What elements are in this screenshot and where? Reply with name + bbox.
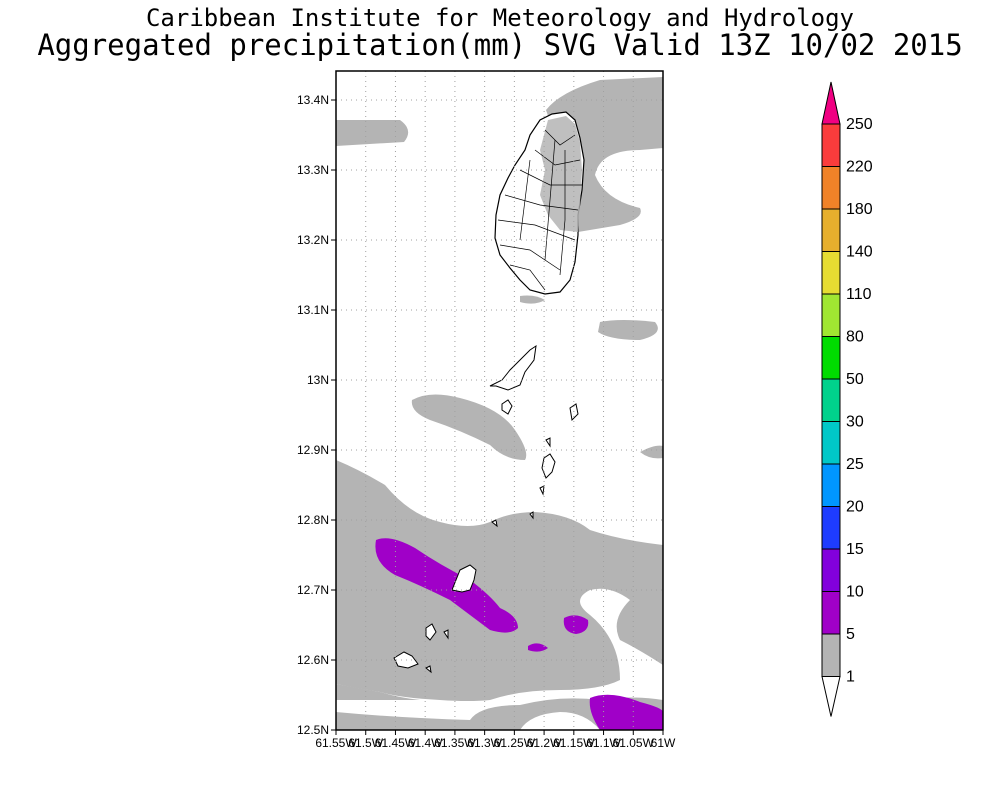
lon-tick-label: 61.1W bbox=[586, 736, 621, 750]
legend-swatch bbox=[821, 208, 841, 252]
islet-2 bbox=[529, 511, 534, 520]
islet-4 bbox=[539, 485, 545, 496]
legend-swatch bbox=[821, 421, 841, 465]
legend-swatch bbox=[821, 123, 841, 167]
legend-swatch bbox=[821, 251, 841, 295]
legend-label: 1 bbox=[846, 669, 855, 686]
lat-tick-label: 13.2N bbox=[297, 233, 329, 247]
lon-tick-label: 61.3W bbox=[467, 736, 502, 750]
legend-label: 30 bbox=[846, 414, 864, 431]
canouan-island bbox=[541, 453, 556, 479]
precip-5-10-band bbox=[375, 538, 518, 633]
precip-area-small-east bbox=[640, 445, 663, 459]
legend-label: 220 bbox=[846, 159, 873, 176]
legend-swatch bbox=[821, 633, 841, 677]
lat-tick-label: 12.5N bbox=[297, 723, 329, 737]
lat-tick-label: 12.9N bbox=[297, 443, 329, 457]
islet-1 bbox=[491, 519, 498, 528]
legend-label: 80 bbox=[846, 329, 864, 346]
lon-tick-label: 61.55W bbox=[315, 736, 357, 750]
lat-tick-label: 12.6N bbox=[297, 653, 329, 667]
mustique-island bbox=[501, 399, 513, 415]
legend-label: 25 bbox=[846, 456, 864, 473]
legend-arrow-top bbox=[821, 81, 841, 125]
legend-swatch bbox=[821, 548, 841, 592]
lon-tick-label: 61.2W bbox=[527, 736, 562, 750]
st-vincent-rain-overlay bbox=[540, 116, 582, 232]
islet-3 bbox=[425, 665, 432, 674]
st-vincent-island bbox=[494, 111, 585, 295]
legend-swatch bbox=[821, 293, 841, 337]
islet-5 bbox=[545, 437, 551, 448]
lat-tick-label: 12.8N bbox=[297, 513, 329, 527]
precip-area-mid-east bbox=[598, 320, 658, 340]
lon-tick-label: 61.4W bbox=[408, 736, 443, 750]
lon-tick-label: 61.45W bbox=[375, 736, 417, 750]
precip-area-south bbox=[336, 460, 663, 701]
legend-swatch bbox=[821, 591, 841, 635]
precip-5-10mm-areas bbox=[375, 538, 663, 730]
lat-tick-label: 13.3N bbox=[297, 163, 329, 177]
carriacou-island bbox=[425, 623, 437, 641]
legend-label: 15 bbox=[846, 541, 864, 558]
legend-swatch bbox=[821, 506, 841, 550]
precip-1-5mm-areas bbox=[336, 77, 663, 730]
legend-label: 110 bbox=[846, 286, 872, 303]
union-island bbox=[451, 564, 477, 593]
islet-6 bbox=[443, 629, 449, 640]
legend-swatch bbox=[821, 378, 841, 422]
legend-label: 140 bbox=[846, 244, 873, 261]
legend-label: 5 bbox=[846, 626, 855, 643]
lat-tick-label: 12.7N bbox=[297, 583, 329, 597]
lon-tick-label: 61W bbox=[651, 736, 676, 750]
legend-label: 180 bbox=[846, 201, 873, 218]
st-vincent-drainage bbox=[497, 129, 582, 291]
precip-area-bottom bbox=[336, 697, 663, 730]
institute-title: Caribbean Institute for Meteorology and … bbox=[145, 4, 854, 32]
precip-area-nw bbox=[336, 120, 409, 146]
lat-tick-label: 13.1N bbox=[297, 303, 329, 317]
map-border bbox=[335, 70, 664, 731]
lat-tick-label: 13.4N bbox=[297, 93, 329, 107]
lon-tick-label: 61.25W bbox=[494, 736, 536, 750]
legend-label: 250 bbox=[846, 116, 873, 133]
map-axes: 13.4N 13.3N 13.2N 13.1N 13N 12.9N 12.8N 12.7N 12… bbox=[297, 93, 676, 750]
legend-arrow-bottom bbox=[821, 676, 841, 717]
legend-label: 50 bbox=[846, 371, 864, 388]
bequia-island bbox=[489, 344, 537, 391]
lat-tick-label: 13N bbox=[307, 373, 329, 387]
lon-tick-label: 61.05W bbox=[613, 736, 655, 750]
precip-area-small-mid bbox=[520, 295, 545, 304]
legend-label: 20 bbox=[846, 499, 864, 516]
lon-tick-label: 61.5W bbox=[348, 736, 383, 750]
precip-5-10-spot-1 bbox=[563, 615, 589, 634]
legend-swatch bbox=[821, 166, 841, 210]
grenadines-islands bbox=[393, 344, 579, 674]
precip-5-10-spot-2 bbox=[528, 643, 548, 652]
legend-label: 10 bbox=[846, 584, 864, 601]
legend-swatch bbox=[821, 336, 841, 380]
precip-area-ne bbox=[546, 77, 663, 232]
product-title: Aggregated precipitation(mm) SVG Valid 1… bbox=[37, 28, 963, 62]
lon-tick-label: 61.35W bbox=[434, 736, 476, 750]
precip-5-10-se bbox=[589, 694, 663, 730]
legend-swatch bbox=[821, 463, 841, 507]
lon-tick-label: 61.15W bbox=[553, 736, 595, 750]
precip-area-mid-west bbox=[411, 394, 527, 460]
precip-area-south-edge bbox=[336, 684, 420, 700]
